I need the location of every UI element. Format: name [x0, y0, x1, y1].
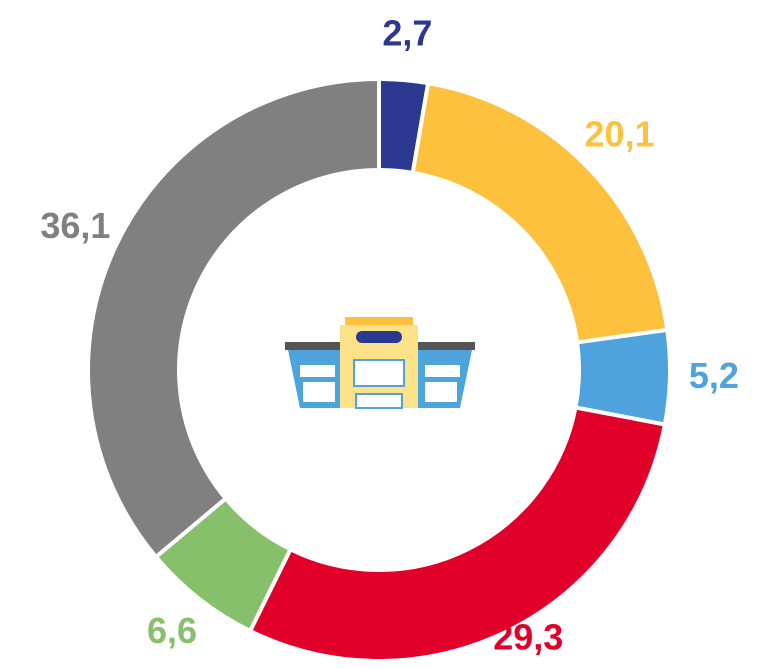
donut-segment	[86, 76, 381, 560]
data-label: 36,1	[40, 205, 110, 246]
data-label: 29,3	[493, 617, 563, 658]
data-label: 2,7	[382, 13, 432, 54]
donut-segment	[247, 405, 668, 663]
store-icon	[285, 317, 475, 409]
data-label: 20,1	[585, 113, 655, 154]
data-label: 5,2	[689, 355, 739, 396]
data-label: 6,6	[147, 610, 197, 651]
